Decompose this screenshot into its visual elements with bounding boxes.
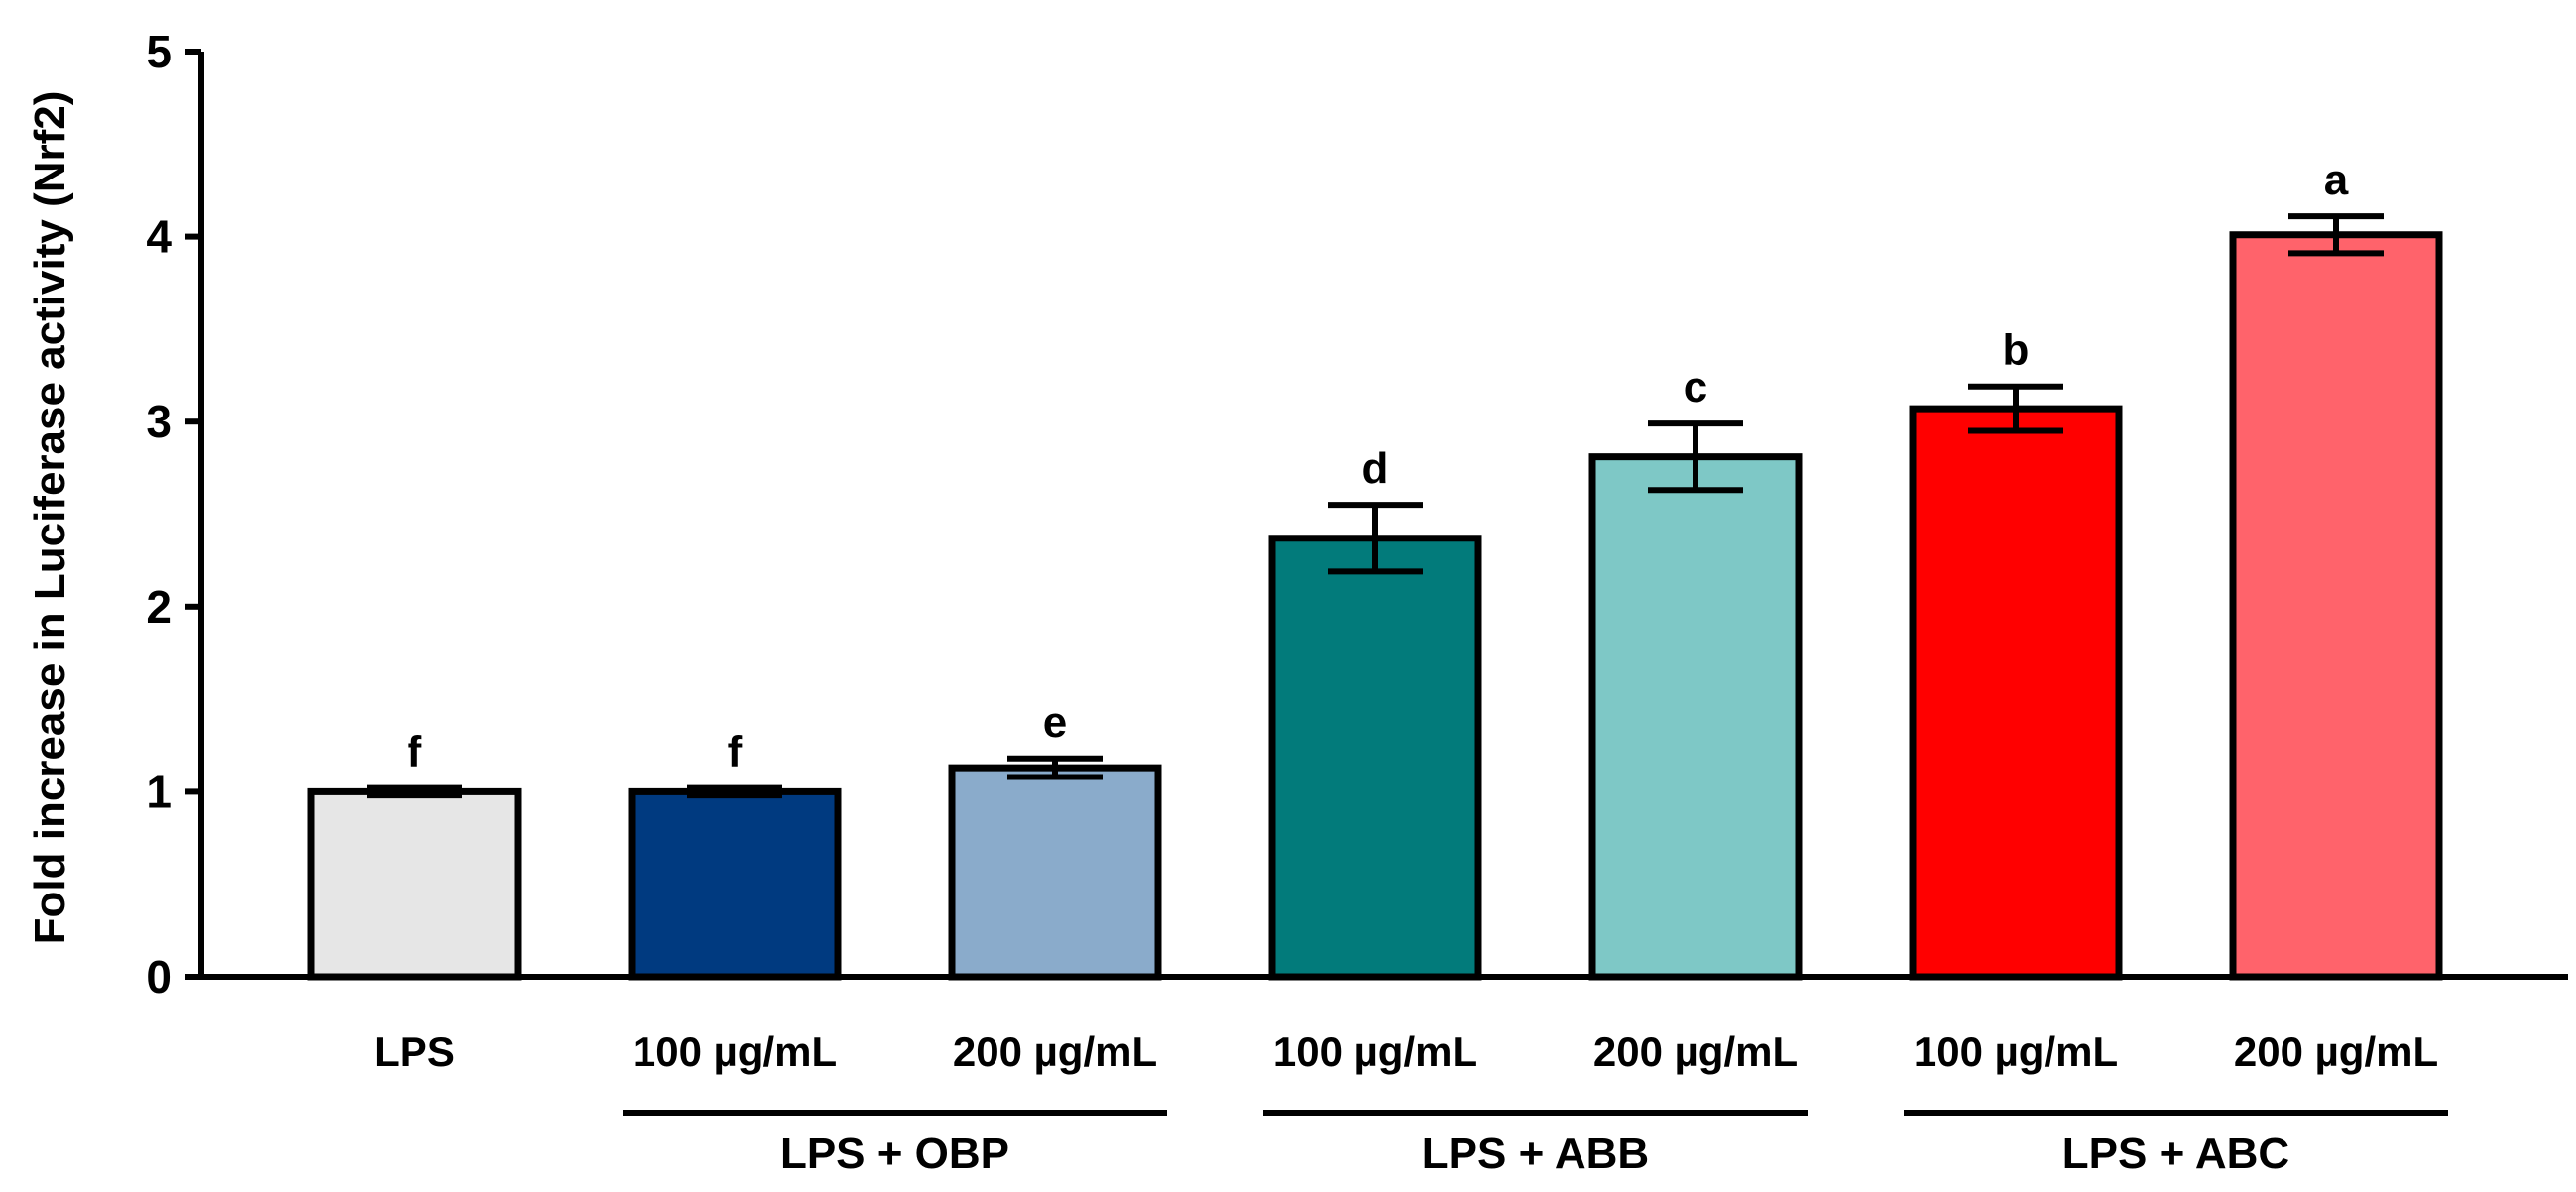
significance-label: f — [408, 728, 422, 776]
category-label: 200 µg/mL — [1593, 1028, 1798, 1075]
significance-label: a — [2324, 156, 2349, 204]
category-label: 200 µg/mL — [953, 1028, 1157, 1075]
bar — [1268, 535, 1482, 981]
y-tick-label: 2 — [146, 581, 172, 633]
significance-label: c — [1684, 363, 1707, 412]
significance-label: f — [728, 728, 743, 776]
bar — [948, 764, 1162, 981]
y-axis-label: Fold increase in Luciferase activity (Nr… — [26, 91, 74, 945]
significance-label: b — [2003, 326, 2030, 375]
bar — [2229, 231, 2443, 981]
category-label: LPS — [374, 1028, 455, 1075]
y-tick-label: 5 — [146, 26, 172, 77]
plot-area: 0 1 2 3 4 5 f LPS f 100 µg/mL e 200 µg/mL d 100 µg/mL… — [146, 26, 2568, 1178]
category-label: 200 µg/mL — [2234, 1028, 2438, 1075]
y-tick-label: 0 — [146, 951, 172, 1003]
category-label: 100 µg/mL — [1914, 1028, 2118, 1075]
y-tick-label: 1 — [146, 766, 172, 817]
group-label: LPS + ABB — [1422, 1130, 1649, 1178]
category-label: 100 µg/mL — [1273, 1028, 1477, 1075]
category-label: 100 µg/mL — [633, 1028, 837, 1075]
group-label: LPS + OBP — [780, 1130, 1009, 1178]
bar — [1909, 405, 2123, 981]
y-tick-label: 3 — [146, 396, 172, 447]
significance-label: d — [1362, 444, 1389, 493]
bar — [628, 787, 842, 981]
significance-label: e — [1043, 698, 1067, 747]
bar — [1588, 453, 1803, 981]
group-label: LPS + ABC — [2062, 1130, 2289, 1178]
y-tick-label: 4 — [146, 211, 172, 263]
bar — [307, 787, 522, 981]
